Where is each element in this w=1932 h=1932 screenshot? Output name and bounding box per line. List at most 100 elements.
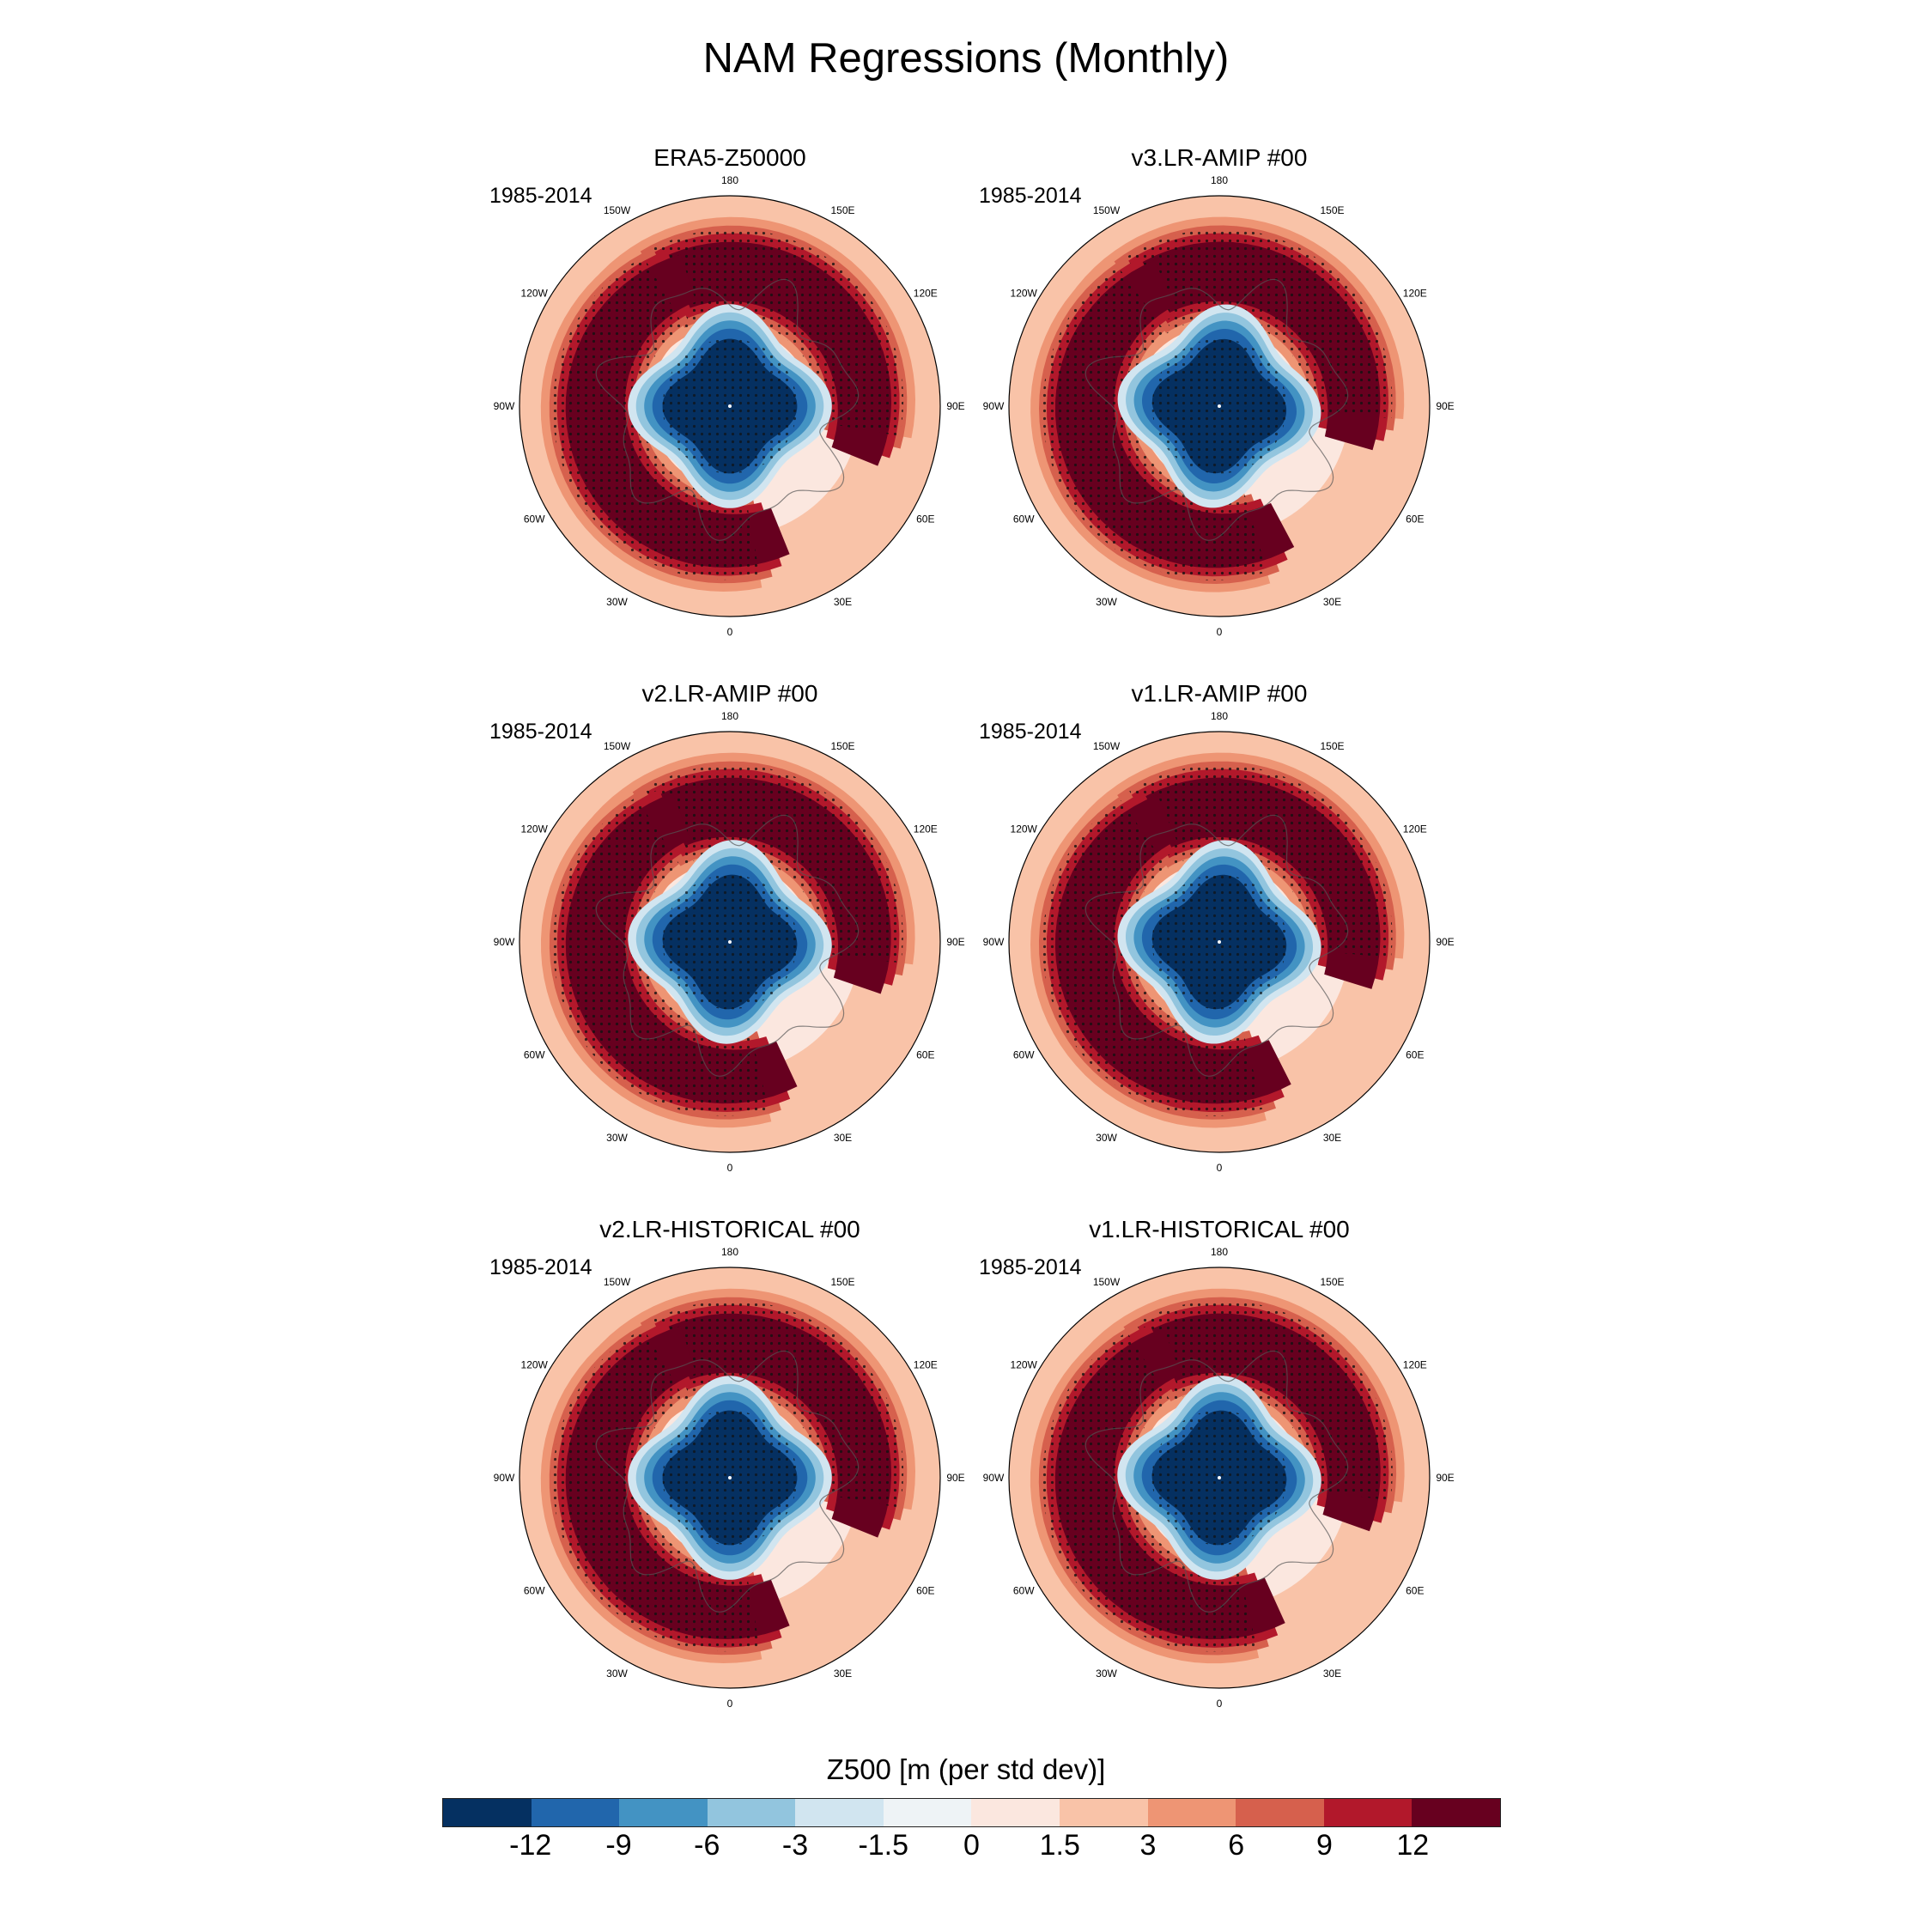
longitude-label: 60E [916,1585,934,1597]
longitude-label: 60E [1406,1585,1424,1597]
colorbar-segment [443,1799,532,1826]
coastlines [1084,1350,1349,1613]
map-border [519,731,941,1153]
map-border [519,1267,941,1689]
colorbar-segment [1060,1799,1148,1826]
coastlines [595,814,860,1077]
map-panel: v1.LR-AMIP #00 1985-2014 180 150E 120E 90E 60E… [979,680,1460,1174]
panel-period: 1985-2014 [979,720,1082,744]
longitude-label: 180 [1211,174,1228,186]
longitude-label: 120E [914,288,938,300]
polar-map: 180 150E 120E 90E 60E 30E 0 30W 60W 90W 120W 150W [494,710,965,1174]
longitude-label: 120W [1011,1359,1038,1371]
coastlines [1084,814,1349,1077]
colorbar-tick-label: -9 [605,1829,632,1862]
colorbar-segment [1323,1799,1413,1826]
longitude-label: 180 [721,710,738,722]
polar-map: 180 150E 120E 90E 60E 30E 0 30W 60W 90W 120W 150W [983,1246,1455,1710]
longitude-label: 150E [830,204,854,216]
longitude-label: 30W [606,1668,628,1680]
longitude-label: 0 [1217,1698,1223,1710]
colorbar-segment [619,1799,708,1826]
panel-title: v2.LR-AMIP #00 [641,680,818,707]
longitude-label: 90E [946,936,964,948]
longitude-label: 150W [604,740,631,752]
longitude-label: 30E [834,1668,852,1680]
north-pole-marker [728,1476,732,1479]
colorbar-tick-label: 6 [1228,1829,1245,1862]
map-panel: v2.LR-AMIP #00 1985-2014 180 150E 120E 90E 60E… [489,680,970,1174]
longitude-label: 120W [521,823,549,835]
panel-period: 1985-2014 [489,1255,592,1279]
panel-period: 1985-2014 [489,184,592,208]
longitude-label: 120W [521,1359,549,1371]
colorbar-segment [971,1799,1060,1826]
longitude-label: 150W [604,204,631,216]
map-panel: v3.LR-AMIP #00 1985-2014 180 150E 120E 90E 60E… [979,144,1460,638]
longitude-label: 60E [1406,513,1424,526]
longitude-label: 120W [1011,823,1038,835]
longitude-label: 90E [1436,1472,1454,1484]
longitude-label: 120W [1011,288,1038,300]
longitude-label: 150E [1320,740,1344,752]
panel-title: v1.LR-HISTORICAL #00 [1089,1216,1350,1242]
map-border [519,195,941,617]
longitude-label: 60W [524,513,545,526]
longitude-label: 90E [946,1472,964,1484]
longitude-label: 60W [1013,1049,1035,1061]
longitude-label: 30W [1096,596,1117,608]
longitude-label: 30W [606,596,628,608]
longitude-label: 150W [1093,1276,1121,1288]
longitude-label: 120E [914,823,938,835]
map-panel: v1.LR-HISTORICAL #00 1985-2014 180 150E 120E… [979,1216,1460,1710]
colorbar-segment [883,1799,972,1826]
map-border [1008,1267,1431,1689]
north-pole-marker [1218,940,1221,944]
longitude-label: 90W [494,1472,515,1484]
colorbar-tick-label: 0 [963,1829,980,1862]
colorbar-segment [1236,1799,1324,1826]
longitude-label: 30W [606,1132,628,1144]
longitude-label: 150W [1093,204,1121,216]
panel-period: 1985-2014 [489,720,592,744]
longitude-label: 90E [946,400,964,412]
longitude-label: 30E [1323,1668,1341,1680]
panel-title: ERA5-Z50000 [653,144,806,171]
polar-map: 180 150E 120E 90E 60E 30E 0 30W 60W 90W 120W 150W [983,174,1455,638]
colorbar-tick-label: -3 [781,1829,809,1862]
longitude-label: 150E [1320,204,1344,216]
panel-period: 1985-2014 [979,184,1082,208]
colorbar-segment [1412,1799,1500,1826]
colorbar-tick-label: -12 [509,1829,552,1862]
longitude-label: 60W [524,1585,545,1597]
longitude-label: 60E [916,1049,934,1061]
colorbar-segment [795,1799,884,1826]
map-panel: v2.LR-HISTORICAL #00 1985-2014 180 150E 120E… [489,1216,970,1710]
longitude-label: 0 [727,1698,733,1710]
north-pole-marker [728,404,732,408]
longitude-label: 0 [1217,626,1223,638]
longitude-label: 180 [721,174,738,186]
longitude-label: 150E [830,1276,854,1288]
longitude-label: 60E [1406,1049,1424,1061]
longitude-label: 60W [1013,1585,1035,1597]
longitude-label: 180 [1211,1246,1228,1258]
map-panel: ERA5-Z50000 1985-2014 180 150E 120E 90E 60E 30E… [489,144,970,638]
polar-map: 180 150E 120E 90E 60E 30E 0 30W 60W 90W 120W 150W [494,174,965,638]
longitude-label: 180 [1211,710,1228,722]
north-pole-marker [728,940,732,944]
longitude-label: 90W [983,1472,1005,1484]
longitude-label: 150E [830,740,854,752]
colorbar-tick-label: 3 [1139,1829,1157,1862]
longitude-label: 150W [1093,740,1121,752]
longitude-label: 30E [834,1132,852,1144]
colorbar-segment [1147,1799,1236,1826]
colorbar-title: Z500 [m (per std dev)] [826,1753,1106,1785]
coastlines [1084,278,1349,541]
longitude-label: 120E [1403,1359,1427,1371]
colorbar-tick-label: 1.5 [1039,1829,1080,1862]
longitude-label: 150E [1320,1276,1344,1288]
longitude-label: 120E [1403,288,1427,300]
map-border [1008,195,1431,617]
polar-map: 180 150E 120E 90E 60E 30E 0 30W 60W 90W 120W 150W [983,710,1455,1174]
